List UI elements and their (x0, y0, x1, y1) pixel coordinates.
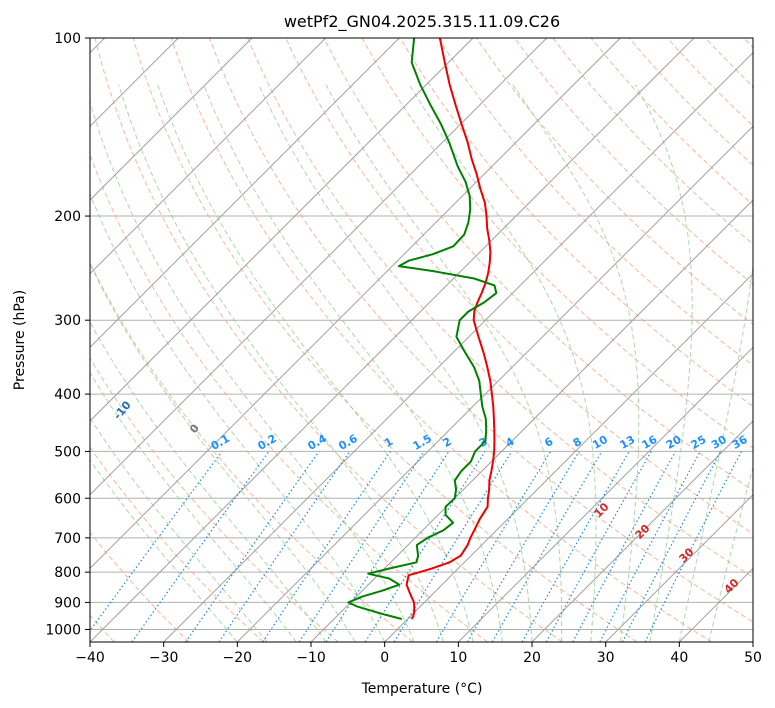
x-tick-label: 0 (380, 650, 389, 666)
y-tick-label: 700 (54, 531, 81, 547)
moist-adiabat-line (325, 84, 563, 642)
moist-adiabat-line (408, 84, 597, 642)
x-axis: −40 −30 −20 −10 0 10 20 30 40 50 (75, 642, 762, 666)
moist-adiabat-line (678, 84, 753, 642)
dry-adiabat-line (90, 153, 488, 642)
moist-adiabats (90, 84, 753, 642)
dry-adiabat-line (552, 38, 753, 245)
y-tick-label: 200 (54, 209, 81, 225)
y-tick-label: 300 (54, 313, 81, 329)
dry-adiabat-line (90, 531, 190, 642)
dewpoint-profile-line (347, 38, 498, 620)
dry-adiabat-line (590, 38, 753, 206)
x-tick-label: 30 (597, 650, 615, 666)
x-tick-label: −40 (75, 650, 105, 666)
dry-adiabat-line (285, 38, 753, 535)
moist-adiabat-line (90, 417, 268, 642)
x-tick-label: 10 (449, 650, 467, 666)
temperature-profile-line (405, 38, 496, 620)
mixing-ratio-lines (90, 451, 743, 642)
profile-series (347, 38, 498, 620)
isotherm-line (605, 493, 753, 642)
mixing-ratio-line (325, 451, 450, 642)
x-tick-label: 40 (670, 650, 688, 666)
y-axis: 100 200 300 400 500 600 700 800 900 1000 (45, 31, 90, 638)
mixing-ratio-line (364, 451, 486, 642)
chart-title: wetPf2_GN04.2025.315.11.09.C26 (284, 12, 560, 32)
isotherm-line (90, 38, 695, 642)
isotherm-line (90, 38, 548, 496)
dry-adiabat-line (323, 38, 753, 492)
mixing-ratio-line (131, 451, 270, 642)
dry-adiabat-line (437, 38, 753, 366)
dry-adiabat-line (209, 38, 753, 623)
x-tick-label: 20 (523, 650, 541, 666)
pressure-grid (90, 38, 753, 630)
isotherm-line (90, 38, 400, 349)
moist-adiabat-line (90, 459, 238, 642)
moist-adiabat-line (203, 84, 503, 642)
x-tick-label: 50 (744, 650, 762, 666)
mixing-ratio-line (545, 451, 652, 642)
dry-adiabats (90, 38, 753, 642)
isotherm-line (310, 199, 753, 642)
x-tick-label: −10 (296, 650, 326, 666)
y-tick-label: 900 (54, 595, 81, 611)
isotherm-line (457, 346, 753, 642)
mixing-ratio-line (491, 451, 603, 642)
mixing-ratio-line (466, 451, 580, 642)
y-tick-label: 600 (54, 491, 81, 507)
x-tick-label: −30 (149, 650, 179, 666)
plot-frame (89, 37, 754, 643)
isotherm-line (163, 51, 753, 642)
moist-adiabat-line (118, 84, 445, 642)
moist-adiabat-line (258, 84, 533, 642)
dry-adiabat-line (90, 357, 339, 642)
isotherm-line (236, 125, 753, 642)
plot-area: 0.10.20.40.611.52346810131620253036-100-… (90, 38, 753, 642)
moist-adiabat-line (708, 465, 753, 642)
moist-adiabat-line (157, 84, 474, 642)
dry-adiabat-line (476, 38, 753, 326)
mixing-ratio-line (90, 451, 223, 632)
mixing-ratio-line (435, 451, 552, 642)
moist-adiabat-line (90, 100, 415, 642)
moist-adiabat-line (90, 371, 297, 642)
dry-adiabat-line (90, 261, 414, 642)
isotherm-line (90, 38, 327, 275)
y-tick-label: 1000 (45, 622, 81, 638)
y-axis-title: Pressure (hPa) (12, 290, 28, 390)
isotherms (90, 38, 753, 642)
mixing-ratio-line (572, 451, 677, 642)
dry-adiabat-line (399, 38, 753, 408)
y-tick-label: 500 (54, 444, 81, 460)
moist-adiabat-line (90, 262, 356, 642)
isotherm-line (384, 272, 753, 642)
mixing-ratio-line (521, 451, 630, 642)
dry-adiabat-line (132, 38, 638, 642)
moist-adiabat-line (90, 321, 327, 642)
mixing-ratio-line (218, 451, 351, 642)
x-axis-title: Temperature (°C) (361, 681, 483, 697)
dry-adiabat-line (94, 38, 563, 642)
dry-adiabat-line (247, 38, 753, 578)
y-tick-label: 400 (54, 387, 81, 403)
isotherm-line (90, 38, 621, 570)
x-tick-label: −20 (223, 650, 253, 666)
dry-adiabat-line (170, 38, 712, 642)
isotherm-line (531, 420, 753, 642)
y-tick-label: 800 (54, 565, 81, 581)
moist-adiabat-line (512, 84, 640, 642)
mixing-ratio-line (393, 451, 513, 642)
moist-adiabat-line (634, 84, 693, 642)
isotherm-line (90, 38, 253, 201)
isotherm-line (90, 38, 474, 422)
adiabat-labels: 0.10.20.40.611.52346810131620253036-100-… (111, 398, 750, 596)
y-tick-label: 100 (54, 31, 81, 47)
